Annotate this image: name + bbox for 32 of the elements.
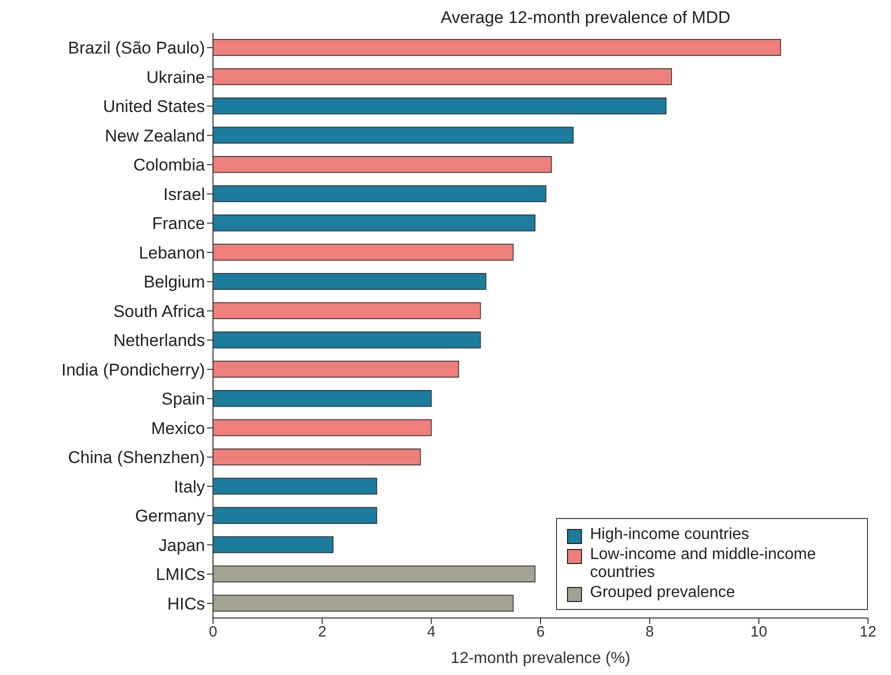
y-tick-label: HICs [167, 594, 205, 614]
legend-label: Low-income and middle-income countries [590, 546, 817, 582]
y-tick-label: France [152, 214, 205, 234]
y-tick-label: Italy [174, 477, 206, 496]
y-tick-label: Colombia [133, 156, 206, 175]
y-tick-label: Brazil (São Paulo) [68, 38, 205, 58]
y-tick-label: Ukraine [146, 68, 205, 87]
x-tick-label: 2 [318, 624, 326, 641]
x-tick-label: 8 [645, 624, 654, 641]
x-tick-label: 10 [750, 624, 768, 641]
y-tick-label: LMICs [156, 565, 205, 584]
x-tick-label: 12 [860, 624, 876, 641]
legend-label: High-income countries [590, 526, 750, 544]
x-tick-label: 4 [427, 624, 436, 641]
x-tick-label: 0 [208, 624, 218, 641]
y-tick-label: New Zealand [104, 126, 205, 146]
y-tick-label: Germany [135, 506, 206, 526]
legend-label: Grouped prevalence [590, 584, 735, 602]
y-tick-label: Spain [162, 390, 205, 409]
y-tick-label: Israel [163, 184, 205, 204]
y-tick-label: Japan [158, 536, 205, 555]
y-tick-label: Netherlands [113, 331, 205, 350]
x-tick-label: 6 [536, 624, 545, 641]
y-tick-label: Mexico [151, 418, 205, 438]
chart-title: Average 12-month prevalence of MDD [440, 8, 732, 28]
y-tick-label: Lebanon [138, 243, 205, 262]
y-tick-label: Belgium [144, 272, 205, 292]
y-tick-label: China (Shenzhen) [68, 448, 205, 468]
y-tick-label: United States [102, 97, 205, 116]
y-tick-label: India (Pondicherry) [61, 360, 205, 380]
y-tick-label: South Africa [113, 302, 206, 321]
x-axis-title: 12-month prevalence (%) [450, 650, 630, 667]
